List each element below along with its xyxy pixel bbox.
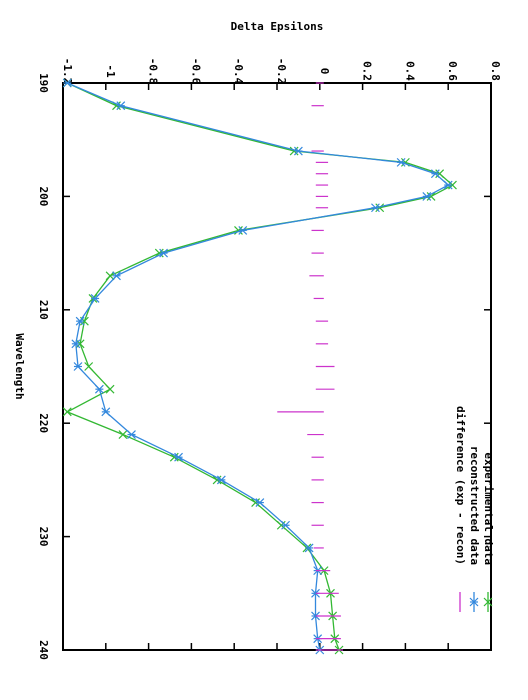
x-tick-label: 200 [37,186,50,206]
y-tick-label: 0 [318,68,331,75]
x-marker [79,316,89,326]
y-tick-label: -0.2 [275,58,288,85]
x-marker [105,271,115,281]
axes-layer: -1.2 -1 -0.8 -0.6 -0.4 -0.2 0 0.2 0.4 0.6 0.8 190 20… [13,20,502,660]
y-axis-title: Delta Epsilons [231,20,324,33]
x-tick-label: 190 [37,73,50,93]
x-marker [375,203,385,213]
y-tick-label: -1 [104,64,117,78]
x-tick-label: 240 [37,640,50,660]
y-tick-label: -0.4 [232,58,245,85]
x-marker [84,362,94,371]
data-layer [62,78,457,655]
x-marker [426,191,436,201]
x-tick-label: 220 [37,413,50,433]
x-marker [251,498,261,508]
y-tick-label: -0.8 [147,58,160,85]
y-tick-label: 0.2 [361,61,374,81]
series-line [65,82,454,651]
x-marker [448,180,457,190]
x-marker [105,384,115,394]
x-marker [112,101,121,111]
legend-label: experimental data [482,452,495,565]
x-axis-title: Wavelength [13,333,26,399]
x-marker [169,452,179,462]
legend-label: reconstructed data [468,446,481,565]
x-marker [234,225,243,235]
series-1 [62,78,453,655]
y-tick-label: -0.6 [189,58,202,85]
y-tick-label: 0.8 [489,61,502,81]
x-marker [400,157,410,167]
x-marker [212,475,222,485]
y-tick-label: -1.2 [61,58,74,85]
x-marker [276,520,286,530]
x-marker [62,407,72,417]
legend-label: difference (exp - recon) [454,406,467,565]
series-2 [277,82,344,651]
x-marker [435,169,445,179]
series-line [67,82,450,651]
x-marker [483,597,493,607]
x-tick-label: 230 [37,527,50,547]
x-marker [118,430,128,439]
x-tick-label: 210 [37,300,50,320]
y-tick-label: 0.6 [446,61,459,81]
y-tick-label: 0.4 [403,61,416,81]
x-marker [75,339,85,349]
x-marker [289,146,299,156]
